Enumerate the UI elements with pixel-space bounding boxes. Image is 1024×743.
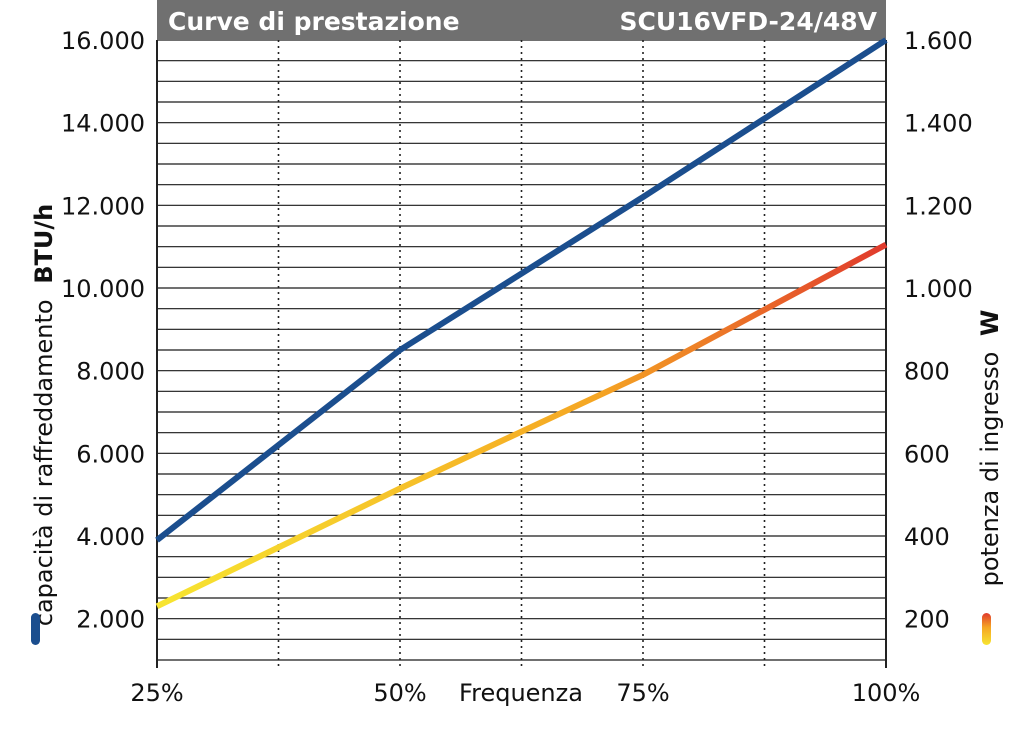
right-tick-label: 800	[904, 358, 950, 386]
chart-title: Curve di prestazione	[168, 7, 460, 36]
left-tick-label: 6.000	[76, 440, 145, 468]
left-axis-label: capacità di raffreddamento	[30, 299, 58, 626]
series-line-cooling-capacity	[155, 37, 888, 543]
left-axis-ticks: 2.000 4.000 6.000 8.000 10.000 12.000 14.000 16…	[61, 27, 145, 634]
left-series-legend-swatch	[31, 613, 40, 645]
series-line-input-power	[155, 241, 888, 609]
right-axis-unit: W	[976, 310, 1004, 336]
right-tick-label: 1.400	[904, 110, 973, 138]
right-tick-label: 1.200	[904, 192, 973, 220]
left-tick-label: 10.000	[61, 275, 145, 303]
right-axis-ticks: 200 400 600 800 1.000 1.200 1.400 1.600	[904, 27, 973, 634]
right-tick-label: 600	[904, 440, 950, 468]
left-tick-label: 16.000	[61, 27, 145, 55]
right-series-legend-swatch	[982, 613, 991, 645]
left-tick-label: 2.000	[76, 606, 145, 634]
x-tick-label: 75%	[616, 679, 669, 707]
title-bar	[157, 0, 886, 40]
chart-grid	[156, 39, 887, 668]
right-axis-title: potenza di ingresso W	[976, 310, 1004, 587]
x-tick-label: 100%	[852, 679, 921, 707]
left-tick-label: 4.000	[76, 523, 145, 551]
x-tick-label: 25%	[130, 679, 183, 707]
right-tick-label: 1.600	[904, 27, 973, 55]
right-axis-label: potenza di ingresso	[976, 352, 1004, 587]
right-tick-label: 1.000	[904, 275, 973, 303]
model-label: SCU16VFD-24/48V	[619, 7, 877, 36]
x-axis-label: Frequenza	[459, 679, 583, 707]
series-layer	[155, 37, 888, 609]
x-axis-ticks: 25% 50% 75% 100%	[130, 679, 920, 707]
svg-text:capacità di raffreddamento: capacità di raffreddamento BTU/h	[30, 204, 58, 626]
left-tick-label: 12.000	[61, 192, 145, 220]
left-axis-unit: BTU/h	[30, 204, 58, 284]
right-tick-label: 400	[904, 523, 950, 551]
left-tick-label: 8.000	[76, 358, 145, 386]
x-tick-label: 50%	[373, 679, 426, 707]
right-tick-label: 200	[904, 606, 950, 634]
left-tick-label: 14.000	[61, 110, 145, 138]
left-axis-title: capacità di raffreddamento BTU/h	[30, 204, 58, 626]
svg-text:potenza di ingresso W: potenza di ingresso W	[976, 310, 1004, 587]
